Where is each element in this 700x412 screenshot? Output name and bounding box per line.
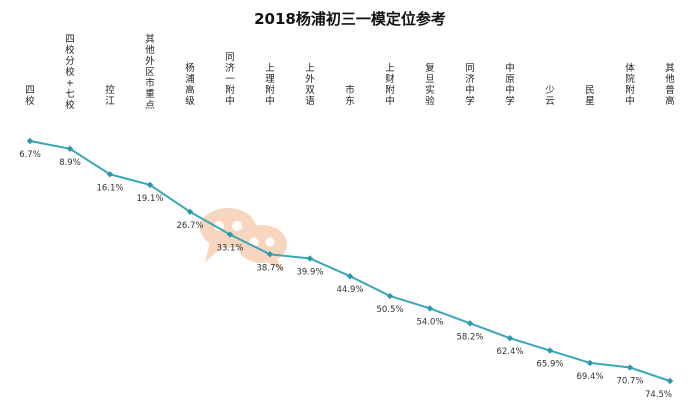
- data-label: 8.9%: [59, 158, 81, 168]
- data-label: 74.5%: [645, 390, 672, 400]
- data-point-marker: [386, 292, 394, 300]
- data-point-marker: [426, 305, 434, 312]
- data-label: 65.9%: [536, 360, 563, 370]
- data-label: 39.9%: [296, 268, 323, 278]
- category-label: 杨浦高级: [185, 62, 195, 107]
- category-label: 四校分校+七校: [65, 34, 75, 111]
- data-point-marker: [66, 145, 74, 152]
- category-label: 少云: [545, 85, 555, 107]
- category-label: 上财附中: [385, 63, 395, 107]
- data-point-marker: [226, 231, 234, 238]
- data-label: 70.7%: [616, 377, 643, 387]
- category-label: 四校: [25, 85, 35, 107]
- category-label: 上理附中: [265, 63, 275, 107]
- data-label: 6.7%: [19, 150, 41, 160]
- category-label: 同济中学: [465, 63, 475, 107]
- category-label: 其他普高: [665, 63, 675, 107]
- data-point-marker: [306, 255, 314, 262]
- data-point-marker: [546, 347, 554, 354]
- data-point-marker: [586, 359, 594, 367]
- data-labels: 6.7% 8.9% 16.1% 19.1% 26.7% 33.1% 38.7% 39.9% 44…: [19, 150, 672, 400]
- data-point-marker: [626, 364, 634, 371]
- data-label: 50.5%: [376, 305, 403, 315]
- watermark-chat-icon: [200, 208, 287, 272]
- data-label: 16.1%: [96, 183, 123, 193]
- data-point-marker: [266, 251, 274, 258]
- data-point-marker: [346, 273, 354, 280]
- chart-title: 2018杨浦初三一模定位参考: [254, 10, 446, 28]
- category-label: 其他外区市重点: [145, 34, 155, 111]
- category-label: 上外双语: [305, 63, 315, 107]
- data-point-marker: [146, 181, 154, 189]
- data-label: 19.1%: [136, 194, 163, 204]
- data-label: 38.7%: [256, 263, 283, 273]
- category-label: 体院附中: [625, 62, 635, 107]
- category-label: 市东: [345, 84, 355, 107]
- data-label: 44.9%: [336, 285, 363, 295]
- category-label: 同济一附中: [225, 52, 235, 107]
- data-point-marker: [26, 137, 34, 145]
- data-label: 33.1%: [216, 243, 243, 253]
- category-label: 中原中学: [505, 62, 515, 107]
- category-label: 复旦实验: [425, 62, 435, 107]
- series-line: [29, 140, 671, 382]
- data-label: 58.2%: [456, 332, 483, 342]
- data-label: 26.7%: [176, 221, 203, 231]
- data-point-marker: [506, 334, 514, 342]
- data-point-marker: [466, 320, 474, 327]
- data-markers: [26, 137, 674, 385]
- category-label: 控江: [105, 84, 115, 107]
- data-point-marker: [186, 208, 194, 215]
- category-label: 民星: [585, 85, 595, 107]
- data-label: 54.0%: [416, 317, 443, 327]
- data-label: 62.4%: [496, 347, 523, 357]
- data-point-marker: [106, 171, 114, 178]
- data-label: 69.4%: [576, 372, 603, 382]
- data-point-marker: [666, 377, 674, 385]
